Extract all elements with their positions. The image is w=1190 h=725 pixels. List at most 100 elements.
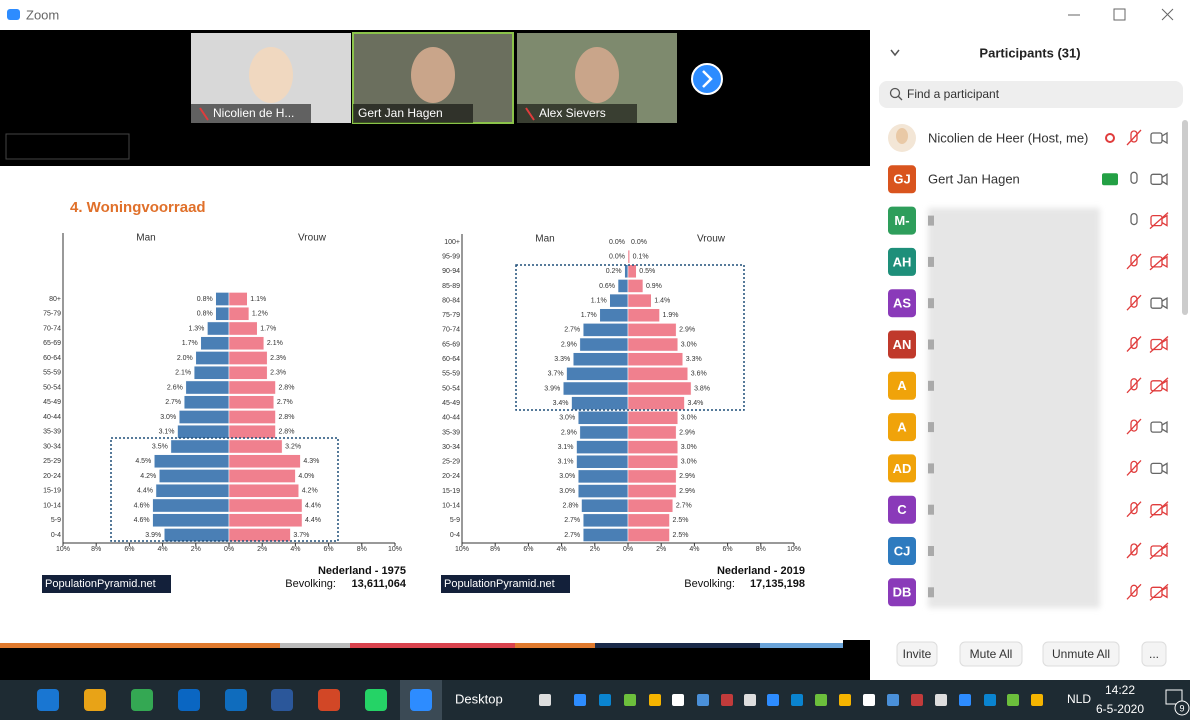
camera-lens xyxy=(1161,544,1168,558)
bar xyxy=(228,483,299,498)
search-box[interactable] xyxy=(879,81,1183,108)
bar xyxy=(207,321,230,336)
value-label: 3.0% xyxy=(160,414,176,421)
taskbar-app[interactable] xyxy=(37,689,59,711)
maximize[interactable] xyxy=(1113,8,1126,21)
tray-icon[interactable] xyxy=(911,694,923,706)
panel-button[interactable] xyxy=(1042,641,1120,667)
panel-button[interactable] xyxy=(896,641,938,667)
bar xyxy=(627,381,692,396)
panel-button-label[interactable]: Invite xyxy=(903,647,932,661)
desktop-toolbar[interactable]: Desktop xyxy=(455,691,503,706)
tray-icon[interactable] xyxy=(672,694,684,706)
panel-button[interactable] xyxy=(959,641,1023,667)
tray-icon[interactable] xyxy=(935,694,947,706)
tray-icon[interactable] xyxy=(1031,694,1043,706)
value-label: 2.7% xyxy=(564,532,580,539)
panel-button-label[interactable]: Mute All xyxy=(970,647,1013,661)
mic-slash xyxy=(1126,459,1142,476)
slide xyxy=(0,166,843,646)
tray-icon[interactable] xyxy=(959,694,971,706)
tray-icon[interactable] xyxy=(839,694,851,706)
clock-time[interactable]: 14:22 xyxy=(1105,683,1135,697)
tray-icon[interactable] xyxy=(599,694,611,706)
x-tick-label: 0% xyxy=(623,546,633,553)
source-badge xyxy=(42,575,171,593)
notification-icon[interactable] xyxy=(1165,689,1183,705)
population-value: 13,611,064 xyxy=(352,578,407,590)
tray-icon[interactable] xyxy=(791,694,803,706)
tray-icon[interactable] xyxy=(574,694,586,706)
taskbar-app[interactable] xyxy=(225,689,247,711)
tray-icon[interactable] xyxy=(697,694,709,706)
panel-button-label[interactable]: ... xyxy=(1149,647,1159,661)
x-tick-label: 6% xyxy=(124,546,134,553)
value-label: 0.8% xyxy=(197,311,213,318)
video-name: Alex Sievers xyxy=(539,106,606,120)
age-group-label: 30-34 xyxy=(442,444,460,451)
tray-icon[interactable] xyxy=(539,694,551,706)
x-tick-label: 8% xyxy=(91,546,101,553)
tray-icon[interactable] xyxy=(624,694,636,706)
stripe xyxy=(350,643,515,648)
bar xyxy=(228,292,248,306)
tray-icon[interactable] xyxy=(767,694,779,706)
close[interactable] xyxy=(1161,8,1174,21)
camera-icon xyxy=(1150,173,1163,185)
tray-icon[interactable] xyxy=(815,694,827,706)
tray-icon[interactable] xyxy=(744,694,756,706)
age-group-label: 0-4 xyxy=(51,532,61,539)
camera-lens xyxy=(1161,503,1168,516)
value-label: 3.0% xyxy=(559,415,575,422)
participant-name[interactable]: Gert Jan Hagen xyxy=(928,172,1020,187)
value-label: 2.9% xyxy=(561,341,577,348)
bar xyxy=(627,440,679,454)
bar xyxy=(582,323,629,337)
taskbar-app[interactable] xyxy=(84,689,106,711)
value-label: 0.0% xyxy=(609,239,625,246)
value-label: 2.9% xyxy=(679,429,695,436)
bar xyxy=(177,424,230,439)
age-group-label: 70-74 xyxy=(43,325,61,332)
value-label: 4.0% xyxy=(298,473,314,480)
language[interactable]: NLD xyxy=(1067,692,1091,706)
tray-icon[interactable] xyxy=(887,694,899,706)
video-name: Nicolien de H... xyxy=(213,106,294,120)
camera-icon xyxy=(1150,214,1163,227)
panel-button[interactable] xyxy=(1141,641,1167,667)
avatar-initials: AH xyxy=(893,254,912,269)
value-label: 3.4% xyxy=(553,400,569,407)
avatar xyxy=(888,454,916,483)
bar xyxy=(228,380,276,395)
tray-icon[interactable] xyxy=(863,694,875,706)
participant-name[interactable]: Nicolien de Heer (Host, me) xyxy=(928,130,1088,145)
value-label: 4.3% xyxy=(303,458,319,465)
age-group-label: 60-64 xyxy=(442,356,460,363)
taskbar-app[interactable] xyxy=(178,689,200,711)
bar xyxy=(228,454,301,469)
value-label: 2.0% xyxy=(177,355,193,362)
collapse[interactable] xyxy=(890,49,900,57)
camera-slash xyxy=(1149,501,1169,519)
tray-icon[interactable] xyxy=(1007,694,1019,706)
bar xyxy=(627,367,689,381)
x-tick-label: 10% xyxy=(388,546,402,553)
tray-icon[interactable] xyxy=(984,694,996,706)
scrollbar[interactable] xyxy=(1182,120,1188,315)
taskbar-app[interactable] xyxy=(410,689,432,711)
tray-icon[interactable] xyxy=(721,694,733,706)
panel-button-label[interactable]: Unmute All xyxy=(1052,647,1110,661)
taskbar-app[interactable] xyxy=(365,689,387,711)
taskbar-app[interactable] xyxy=(131,689,153,711)
age-group-label: 40-44 xyxy=(43,414,61,421)
taskbar-app[interactable] xyxy=(318,689,340,711)
age-group-label: 25-29 xyxy=(43,458,61,465)
taskbar-app[interactable] xyxy=(271,689,293,711)
x-tick-label: 10% xyxy=(56,546,70,553)
bar xyxy=(228,306,250,321)
bar xyxy=(627,352,684,366)
bar xyxy=(627,264,637,279)
tray-icon[interactable] xyxy=(649,694,661,706)
clock-date[interactable]: 6-5-2020 xyxy=(1096,702,1144,716)
next-videos[interactable] xyxy=(691,63,723,95)
